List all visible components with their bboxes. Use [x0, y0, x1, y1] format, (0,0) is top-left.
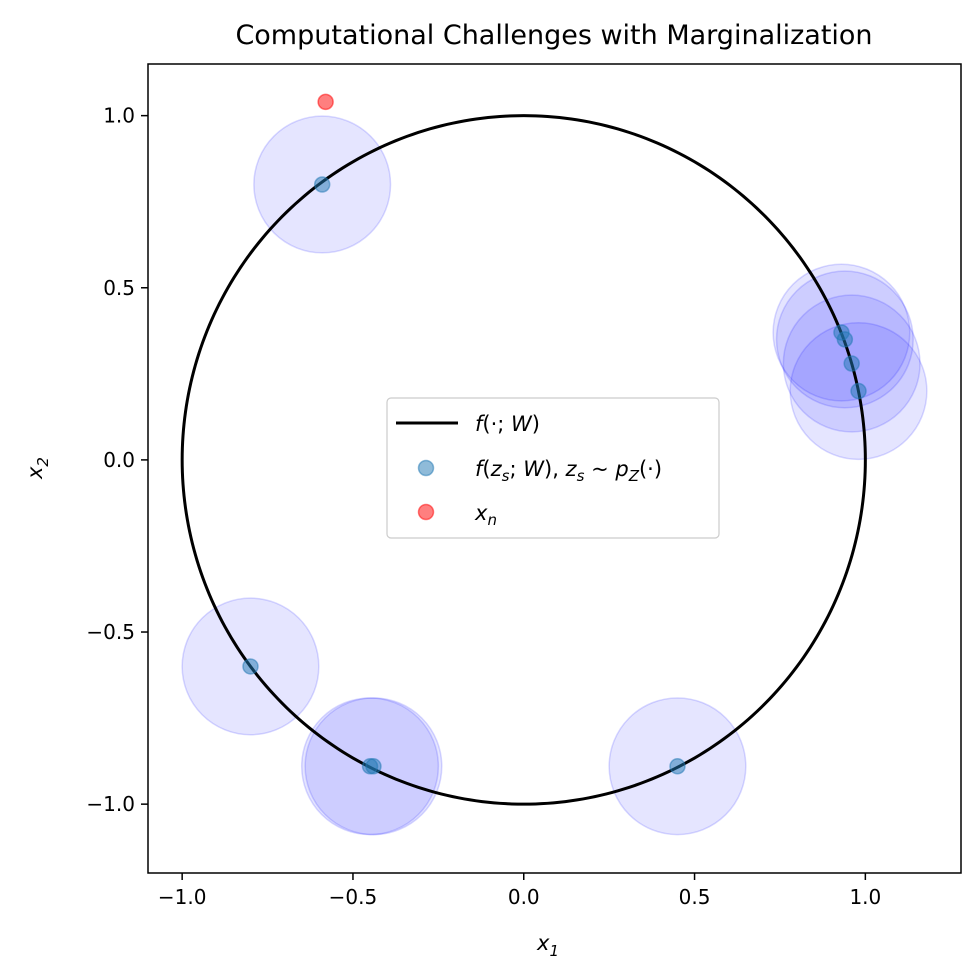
y-tick-label: −1.0 [86, 792, 135, 816]
sample-point [836, 331, 854, 348]
legend-dot-samples [417, 459, 435, 477]
manifold-curve-layer [180, 114, 867, 806]
manifold-curve [180, 114, 867, 806]
legend-label-curve: f(·; W) [475, 412, 540, 436]
y-tick-label: 0.0 [103, 448, 135, 472]
x-tick-label: 0.5 [679, 885, 711, 909]
y-axis-ticks: 1.0 0.5 0.0 −0.5 −1.0 [86, 104, 148, 816]
points-layer [242, 93, 867, 775]
x-tick-label: −0.5 [329, 885, 378, 909]
x-axis-label: x1 [536, 931, 559, 960]
x-axis-ticks: −1.0 −0.5 0.0 0.5 1.0 [158, 873, 881, 909]
noise-circles-layer [181, 115, 928, 836]
y-tick-label: 1.0 [103, 104, 135, 128]
sample-point [242, 658, 259, 675]
chart-title: Computational Challenges with Marginaliz… [235, 20, 872, 51]
legend: f(·; W) f(zs; W), zs ~ pZ(·) xn [386, 397, 720, 539]
sample-point [313, 176, 331, 193]
y-axis-label: x2 [23, 457, 52, 480]
observed-point [317, 93, 334, 111]
x-tick-label: 0.0 [508, 885, 540, 909]
x-tick-label: −1.0 [158, 885, 207, 909]
sample-point [850, 382, 867, 400]
legend-dot-xn [417, 503, 435, 521]
sample-point [365, 758, 382, 775]
sample-point [669, 758, 686, 775]
sample-point [843, 355, 860, 372]
axes-frame [147, 63, 962, 874]
plot-area [180, 93, 928, 836]
legend-label-samples: f(zs; W), zs ~ pZ(·) [475, 457, 662, 485]
x-tick-label: 1.0 [849, 885, 881, 909]
legend-label-xn: xn [474, 501, 497, 529]
legend-box [386, 397, 720, 539]
y-tick-label: −0.5 [86, 620, 135, 644]
y-tick-label: 0.5 [103, 276, 135, 300]
